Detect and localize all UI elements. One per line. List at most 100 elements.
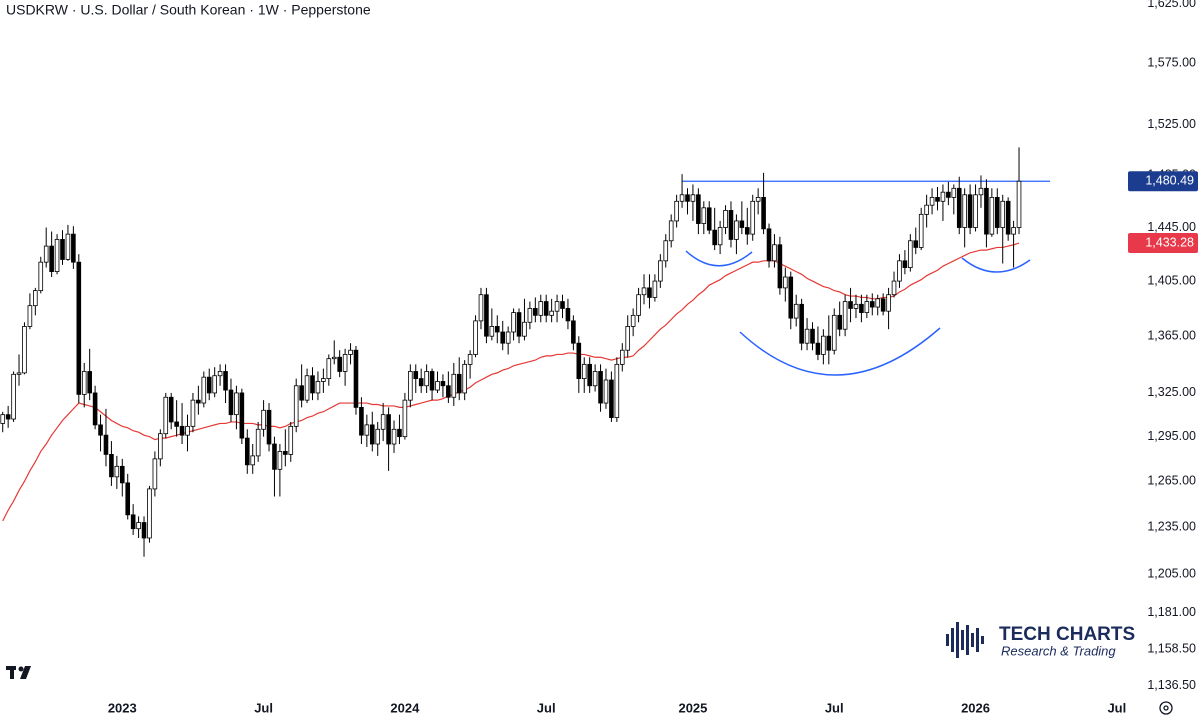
- candle-body: [511, 312, 516, 333]
- candle-body: [413, 371, 419, 379]
- candle-body: [71, 233, 76, 263]
- candle-body: [848, 301, 853, 309]
- candle-body: [609, 379, 614, 418]
- candle-body: [538, 301, 544, 316]
- candle-body: [864, 301, 870, 313]
- x-tick-label: 2025: [678, 700, 707, 715]
- candle-body: [130, 514, 136, 530]
- candle-body: [755, 196, 761, 202]
- candle-body: [696, 194, 701, 224]
- candle-body: [223, 371, 228, 391]
- y-tick-label: 1,136.50: [1147, 678, 1196, 692]
- y-tick-label: 1,158.50: [1147, 641, 1196, 655]
- candle-body: [652, 280, 658, 298]
- candle-body: [815, 342, 821, 355]
- candle-body: [897, 260, 902, 282]
- candle-body: [38, 261, 44, 292]
- candle-body: [940, 191, 946, 202]
- candle-body: [489, 326, 495, 337]
- candle-body: [712, 229, 717, 246]
- candle-body: [592, 371, 598, 387]
- candle-body: [723, 210, 728, 228]
- candle-body: [293, 385, 299, 427]
- candle-body: [880, 298, 886, 312]
- candle-body: [554, 301, 560, 312]
- candle-body: [500, 331, 506, 344]
- candle-body: [16, 372, 22, 375]
- candle-body: [1016, 180, 1022, 228]
- candle-body: [869, 301, 875, 308]
- candle-body: [804, 328, 810, 344]
- candle-body: [908, 240, 913, 268]
- candle-body: [494, 326, 500, 333]
- y-tick-label: 1,575.00: [1147, 55, 1196, 69]
- candle-body: [266, 409, 272, 445]
- candle-body: [826, 335, 832, 351]
- candle-body: [859, 303, 864, 313]
- chart-title: USDKRW · U.S. Dollar / South Korean · 1W…: [6, 2, 371, 18]
- candle-body: [27, 305, 33, 327]
- candle-body: [76, 261, 82, 395]
- candle-body: [549, 310, 554, 316]
- candle-body: [560, 301, 565, 309]
- candle-body: [581, 363, 587, 379]
- candle-body: [484, 294, 489, 337]
- y-tick-label: 1,445.00: [1147, 220, 1196, 234]
- candle-body: [1011, 227, 1016, 235]
- candle-body: [440, 381, 446, 387]
- candle-body: [842, 301, 848, 330]
- candle-body: [119, 465, 125, 484]
- settings-icon[interactable]: [1159, 701, 1173, 715]
- candle-body: [783, 276, 788, 289]
- candle-body: [717, 227, 723, 246]
- candle-body: [701, 207, 707, 224]
- candle-body: [668, 220, 674, 242]
- candle-body: [821, 335, 826, 355]
- candle-body: [353, 349, 359, 408]
- candle-body: [913, 240, 919, 248]
- candle-body: [81, 371, 87, 395]
- candle-body: [467, 354, 473, 365]
- candle-body: [761, 196, 766, 230]
- candle-body: [598, 371, 603, 404]
- candle-body: [348, 349, 353, 355]
- candle-body: [299, 385, 304, 401]
- candle-body: [272, 443, 277, 470]
- candle-body: [527, 308, 533, 323]
- candle-body: [951, 187, 957, 198]
- candle-body: [978, 187, 984, 196]
- candle-body: [380, 414, 386, 430]
- candle-body: [744, 227, 750, 235]
- candle-body: [54, 239, 60, 272]
- handle-arc-right: [961, 257, 1031, 273]
- candle-body: [310, 375, 315, 394]
- platform-logo: [6, 666, 31, 679]
- candle-body: [831, 314, 837, 351]
- candle-body: [690, 194, 696, 202]
- candle-body: [956, 187, 962, 228]
- candle-body: [337, 356, 342, 372]
- candle-body: [625, 326, 631, 351]
- candle-body: [391, 428, 397, 445]
- candle-body: [435, 381, 440, 391]
- candle-body: [315, 381, 321, 394]
- candle-body: [234, 392, 239, 416]
- candle-body: [837, 314, 842, 330]
- candle-body: [451, 373, 457, 398]
- candle-body: [255, 428, 261, 457]
- candle-body: [141, 522, 147, 539]
- candle-body: [516, 312, 522, 337]
- candle-body: [456, 373, 462, 394]
- candle-body: [158, 433, 163, 460]
- price-label-box: [1128, 171, 1198, 192]
- candle-body: [201, 376, 207, 404]
- candle-body: [989, 196, 995, 235]
- candle-body: [397, 428, 402, 438]
- candle-body: [739, 220, 745, 228]
- watermark-tagline: Research & Trading: [1001, 643, 1116, 658]
- candle-body: [228, 389, 234, 416]
- candle-body: [11, 373, 16, 420]
- x-tick-label: 2026: [961, 700, 990, 715]
- candle-body: [685, 194, 690, 202]
